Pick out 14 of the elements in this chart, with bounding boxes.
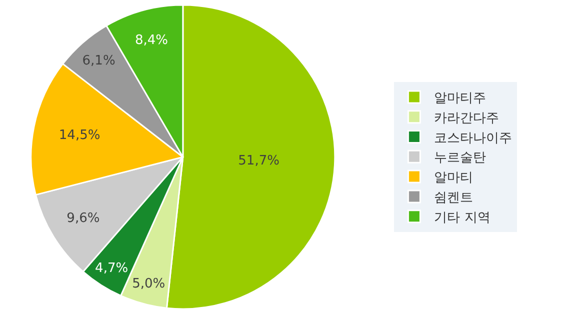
data-label: 4,7% xyxy=(95,261,128,276)
legend-label: 코스타나이주 xyxy=(434,130,512,146)
legend-label: 기타 지역 xyxy=(434,210,490,226)
data-label: 9,6% xyxy=(66,211,100,226)
data-label: 51,7% xyxy=(238,154,280,169)
legend-label: 누르술탄 xyxy=(434,150,486,166)
legend-label: 알마티주 xyxy=(434,91,486,106)
data-label: 6,1% xyxy=(82,53,116,68)
data-label: 14,5% xyxy=(58,128,100,144)
legend-label: 알마티 xyxy=(434,170,474,186)
legend-label: 카라간다주 xyxy=(434,110,500,126)
legend-label: 쉼켄트 xyxy=(434,190,474,206)
data-label: 8,4% xyxy=(134,33,168,48)
data-label: 5,0% xyxy=(132,276,166,292)
